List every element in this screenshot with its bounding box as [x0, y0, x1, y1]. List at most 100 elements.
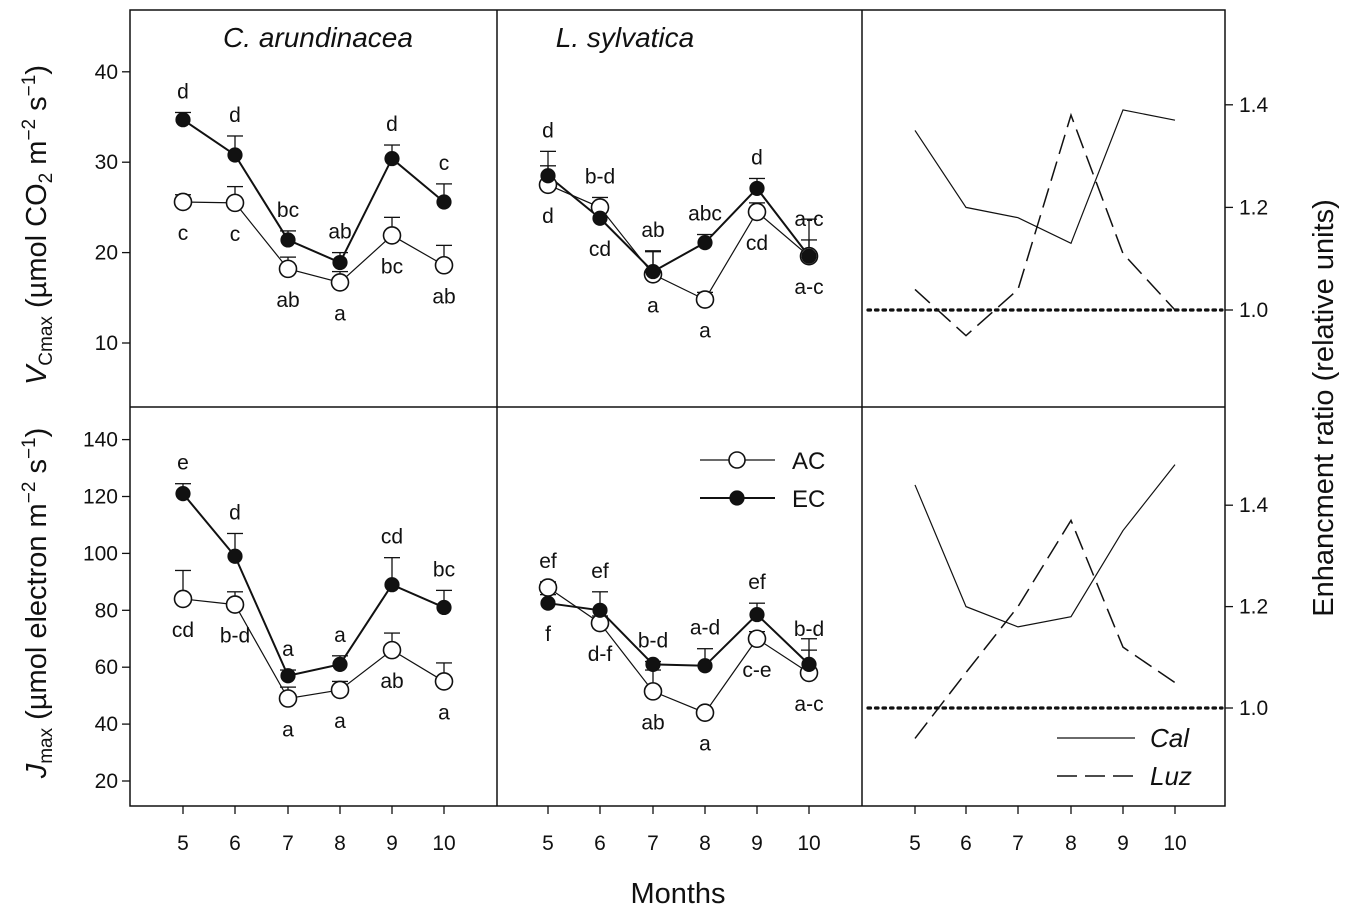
jmax-y-tick-label-3: 80	[95, 599, 118, 622]
point-p3-AC-2	[278, 689, 298, 708]
series-line-p1-EC	[547, 174, 810, 273]
series-line-p4-AC	[547, 587, 810, 714]
sig-letter-p4-EC-2: b-d	[638, 630, 668, 653]
point-p3-AC-4	[382, 640, 402, 660]
sig-letter-p0-AC-4: bc	[381, 255, 403, 278]
x-tick-label-p4-2: 7	[647, 832, 659, 855]
sig-letter-p4-AC-0: ef	[539, 550, 557, 573]
sig-letter-p3-AC-0: cd	[172, 619, 194, 642]
ratio-top-y-tick-label-1: 1.2	[1239, 196, 1268, 219]
figure-border	[129, 9, 1226, 807]
x-tick-label-p4-0: 5	[542, 832, 554, 855]
jmax-y-tick-label-1: 40	[95, 713, 118, 736]
ratio-top-y-tick-label-0: 1.0	[1239, 299, 1268, 322]
legend-ac-ec: AC EC	[700, 448, 825, 513]
point-p1-AC-4	[747, 202, 767, 222]
point-p3-AC-3	[330, 680, 350, 700]
series-line-p0-AC	[182, 201, 445, 284]
point-p0-AC-3	[330, 273, 350, 292]
point-p3-EC-0	[175, 486, 191, 502]
x-tick-label-p5-4: 9	[1117, 832, 1129, 855]
x-tick-label-p4-5: 10	[797, 832, 820, 855]
sig-letter-p1-EC-1: cd	[589, 238, 611, 261]
point-p4-EC-5	[801, 656, 817, 672]
point-p1-AC-3	[695, 290, 715, 309]
point-p3-EC-3	[332, 656, 348, 672]
sig-letter-p1-EC-5: a-c	[794, 208, 823, 231]
point-p1-EC-3	[697, 235, 713, 251]
sig-letter-p0-AC-0: c	[178, 222, 189, 245]
sig-letter-p0-AC-2: ab	[276, 289, 299, 312]
x-tick-label-p3-3: 8	[334, 832, 346, 855]
sig-letter-p0-AC-1: c	[230, 223, 241, 246]
sig-letter-p4-AC-1: d-f	[588, 643, 613, 666]
title-c-arundinacea: C. arundinacea	[223, 22, 413, 53]
vcmax-y-tick-label-0: 10	[95, 332, 118, 355]
series-line-p1-AC	[547, 184, 810, 301]
sig-letter-p3-AC-4: ab	[380, 670, 403, 693]
legend-cal-luz: Cal Luz	[1057, 723, 1192, 791]
jmax-y-tick-label-5: 120	[83, 486, 118, 509]
sig-letter-p0-AC-5: ab	[432, 285, 455, 308]
sig-letter-p1-EC-0: d	[542, 119, 554, 142]
sig-letter-p0-EC-4: d	[386, 113, 398, 136]
vcmax-y-tick-label-3: 40	[95, 61, 118, 84]
sig-letter-p3-AC-5: a	[438, 701, 450, 724]
point-p0-EC-0	[175, 112, 191, 128]
sig-letter-p4-EC-4: ef	[748, 571, 766, 594]
point-p3-AC-5	[434, 672, 454, 691]
point-p1-EC-5	[801, 248, 817, 264]
legend-ec-label: EC	[792, 486, 825, 513]
series-line-p3-EC	[182, 493, 445, 677]
series-line-p5-Cal	[914, 464, 1176, 628]
sig-letter-p3-EC-2: a	[282, 638, 294, 661]
sig-letter-p1-AC-1: b-d	[585, 165, 615, 188]
y-label-vcmax: VCmax (µmol CO2 m−2 s−1)	[19, 65, 57, 385]
sig-letter-p4-EC-5: b-d	[794, 618, 824, 641]
x-tick-label-p4-1: 6	[594, 832, 606, 855]
x-tick-label-p3-2: 7	[282, 832, 294, 855]
jmax-y-tick-label-0: 20	[95, 770, 118, 793]
point-p3-AC-0	[173, 589, 193, 609]
sig-letter-p3-AC-2: a	[282, 718, 294, 741]
sig-letter-p3-AC-1: b-d	[220, 625, 250, 648]
x-tick-label-p5-3: 8	[1065, 832, 1077, 855]
sig-letter-p3-EC-5: bc	[433, 558, 455, 581]
sig-letter-p3-AC-3: a	[334, 710, 346, 733]
ratio-bottom-y-tick-label-1: 1.2	[1239, 596, 1268, 619]
legend-luz-label: Luz	[1150, 761, 1192, 791]
point-p1-EC-4	[749, 180, 765, 197]
panel-frames	[129, 9, 1226, 807]
sig-letter-p4-EC-1: ef	[591, 560, 609, 583]
x-tick-label-p5-5: 10	[1163, 832, 1186, 855]
point-p1-EC-0	[540, 168, 556, 184]
sig-letter-p0-EC-1: d	[229, 104, 241, 127]
sig-letter-p4-AC-2: ab	[641, 711, 664, 734]
sig-letter-p0-EC-5: c	[439, 152, 450, 175]
plot-layer: 10 20 30 40 20 40 60 80 100 120 140 1.0 1.2 1.4 1.0 1.2…	[83, 61, 1269, 855]
sig-letter-p4-EC-3: a-d	[690, 617, 720, 640]
point-p4-AC-4	[747, 629, 767, 649]
point-p0-EC-2	[280, 232, 296, 248]
sig-letter-p1-AC-3: a	[699, 320, 711, 343]
legend-ac-marker	[728, 451, 746, 469]
jmax-y-tick-label-4: 100	[83, 542, 118, 565]
jmax-y-tick-label-2: 60	[95, 656, 118, 679]
x-tick-label-p4-4: 9	[751, 832, 763, 855]
sig-letter-p3-EC-4: cd	[381, 526, 403, 549]
sig-letter-p1-EC-2: ab	[641, 219, 664, 242]
sig-letter-p3-EC-1: d	[229, 501, 241, 524]
ratio-bottom-y-tick-label-2: 1.4	[1239, 494, 1269, 517]
point-p0-AC-0	[173, 192, 193, 212]
point-p3-AC-1	[225, 595, 245, 614]
x-tick-label-p3-5: 10	[432, 832, 455, 855]
vcmax-y-tick-label-2: 30	[95, 151, 118, 174]
x-tick-label-p3-0: 5	[177, 832, 189, 855]
legend-cal-label: Cal	[1150, 723, 1190, 753]
point-p0-EC-5	[436, 194, 452, 210]
x-tick-label-p3-1: 6	[229, 832, 241, 855]
sig-letter-p1-AC-4: cd	[746, 232, 768, 255]
point-p4-EC-3	[697, 658, 713, 674]
point-p4-EC-2	[645, 656, 661, 672]
